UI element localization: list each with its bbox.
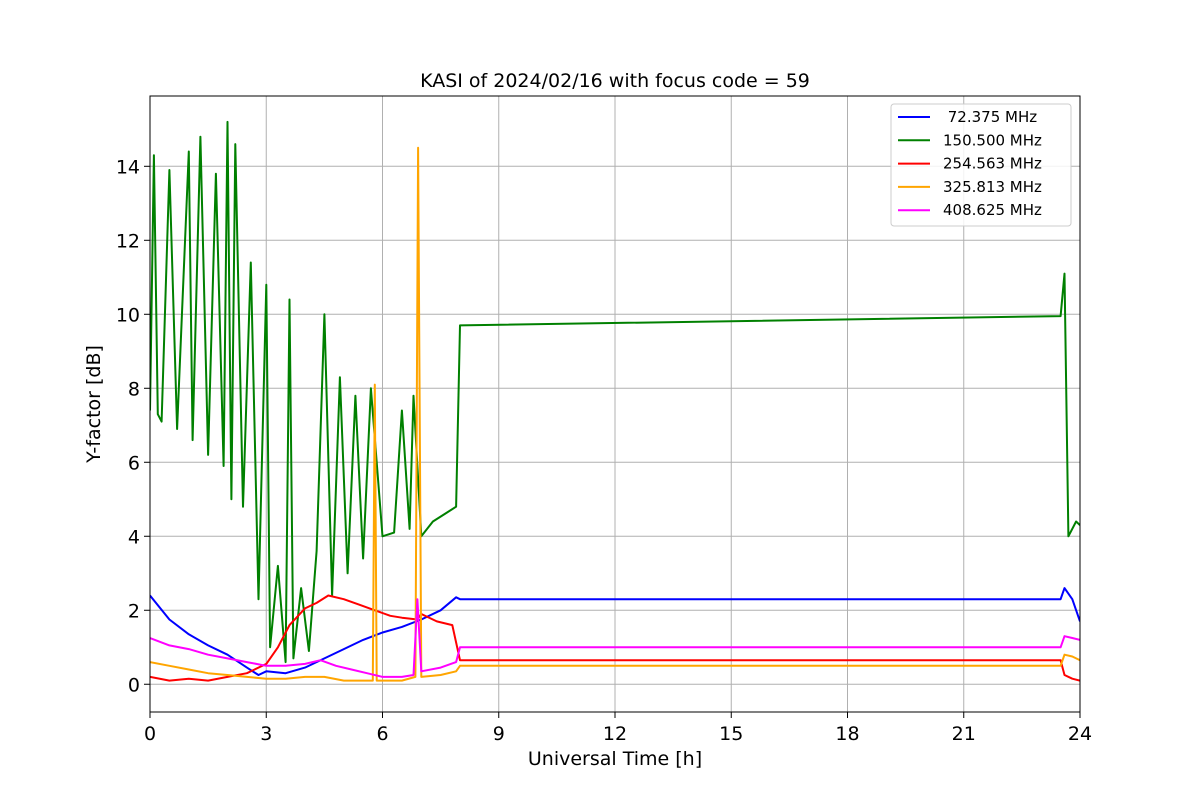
- series-line-2: [150, 120, 1080, 664]
- x-axis-label: Universal Time [h]: [528, 748, 702, 770]
- y-tick-label: 14: [116, 156, 140, 178]
- y-axis-label: Y-factor [dB]: [83, 345, 105, 464]
- legend-label: 325.813 MHz: [943, 178, 1042, 196]
- x-tick-label: 9: [493, 723, 505, 745]
- series-line-1: [150, 587, 1080, 676]
- y-tick-label: 2: [128, 600, 140, 622]
- y-tick-label: 8: [128, 378, 140, 400]
- series-layer: [150, 120, 1080, 682]
- x-tick-label: 15: [719, 723, 743, 745]
- y-tick-label: 4: [128, 526, 140, 548]
- chart-title: KASI of 2024/02/16 with focus code = 59: [420, 70, 810, 92]
- legend-box: [890, 103, 1072, 227]
- series-line-5: [150, 598, 1080, 678]
- x-tick-label: 6: [376, 723, 388, 745]
- x-tick-label: 0: [144, 723, 156, 745]
- y-tick-label: 6: [128, 452, 140, 474]
- x-tick-label: 3: [260, 723, 272, 745]
- legend-label: 254.563 MHz: [943, 155, 1042, 173]
- y-tick-label: 12: [116, 230, 140, 252]
- legend-label: 150.500 MHz: [943, 131, 1042, 149]
- series-line-4: [150, 146, 1080, 682]
- y-tick-label: 10: [116, 304, 140, 326]
- x-tick-label: 12: [603, 723, 627, 745]
- y-tick-label: 0: [128, 674, 140, 696]
- x-tick-label: 24: [1068, 723, 1092, 745]
- legend-label: 72.375 MHz: [943, 108, 1037, 126]
- x-tick-label: 18: [835, 723, 859, 745]
- legend-label: 408.625 MHz: [943, 201, 1042, 219]
- legend: 72.375 MHz 150.500 MHz 254.563 MHz 325.813 …: [890, 103, 1072, 227]
- x-tick-label: 21: [952, 723, 976, 745]
